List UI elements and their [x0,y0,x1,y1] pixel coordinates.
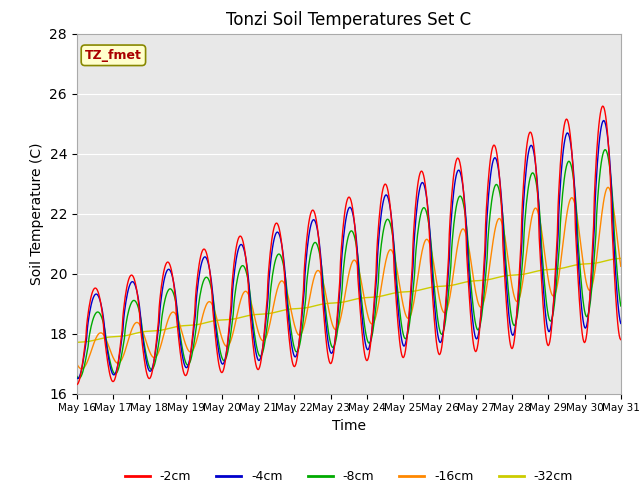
Title: Tonzi Soil Temperatures Set C: Tonzi Soil Temperatures Set C [226,11,472,29]
X-axis label: Time: Time [332,419,366,433]
Y-axis label: Soil Temperature (C): Soil Temperature (C) [30,143,44,285]
Legend: -2cm, -4cm, -8cm, -16cm, -32cm: -2cm, -4cm, -8cm, -16cm, -32cm [120,465,578,480]
Text: TZ_fmet: TZ_fmet [85,49,142,62]
